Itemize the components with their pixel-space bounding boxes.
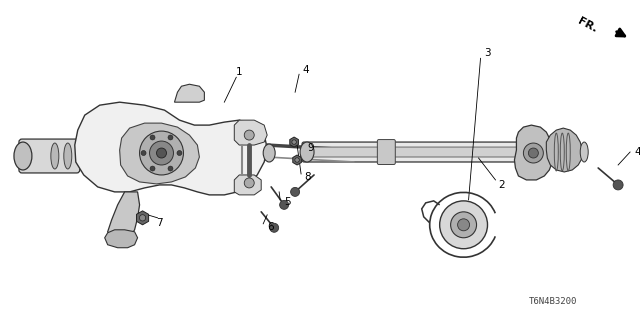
Text: FR.: FR. bbox=[576, 16, 599, 35]
Circle shape bbox=[150, 135, 155, 140]
Circle shape bbox=[280, 200, 289, 209]
Circle shape bbox=[295, 158, 300, 162]
Text: 1: 1 bbox=[236, 67, 243, 77]
Polygon shape bbox=[515, 125, 552, 180]
Circle shape bbox=[157, 148, 166, 158]
Circle shape bbox=[150, 141, 173, 165]
Ellipse shape bbox=[263, 144, 275, 162]
Text: 2: 2 bbox=[499, 180, 505, 190]
Ellipse shape bbox=[64, 143, 72, 169]
Polygon shape bbox=[234, 120, 267, 145]
Polygon shape bbox=[120, 123, 200, 184]
Polygon shape bbox=[136, 211, 148, 225]
Text: 7: 7 bbox=[157, 218, 163, 228]
Circle shape bbox=[613, 180, 623, 190]
Circle shape bbox=[244, 178, 254, 188]
FancyBboxPatch shape bbox=[302, 142, 520, 162]
FancyBboxPatch shape bbox=[308, 147, 520, 157]
Polygon shape bbox=[292, 155, 301, 165]
Text: 3: 3 bbox=[484, 48, 491, 58]
FancyBboxPatch shape bbox=[378, 140, 396, 164]
Ellipse shape bbox=[300, 142, 314, 162]
Circle shape bbox=[458, 219, 470, 231]
Circle shape bbox=[440, 201, 488, 249]
Circle shape bbox=[141, 150, 146, 156]
FancyBboxPatch shape bbox=[19, 139, 80, 173]
Text: 6: 6 bbox=[267, 222, 274, 232]
Polygon shape bbox=[547, 128, 582, 172]
Circle shape bbox=[168, 135, 173, 140]
Ellipse shape bbox=[580, 142, 588, 162]
Circle shape bbox=[291, 188, 300, 196]
Circle shape bbox=[150, 166, 155, 171]
Ellipse shape bbox=[51, 143, 59, 169]
Circle shape bbox=[140, 131, 184, 175]
Ellipse shape bbox=[14, 142, 32, 170]
Circle shape bbox=[292, 140, 296, 144]
Polygon shape bbox=[234, 175, 261, 195]
Text: T6N4B3200: T6N4B3200 bbox=[529, 297, 577, 306]
Circle shape bbox=[140, 215, 146, 221]
Circle shape bbox=[451, 212, 477, 238]
Polygon shape bbox=[108, 192, 140, 240]
Polygon shape bbox=[75, 102, 267, 195]
Circle shape bbox=[524, 143, 543, 163]
Circle shape bbox=[529, 148, 538, 158]
Text: 4: 4 bbox=[634, 147, 640, 157]
Circle shape bbox=[269, 223, 278, 232]
Text: 4: 4 bbox=[302, 65, 308, 75]
Text: 5: 5 bbox=[284, 197, 291, 207]
Polygon shape bbox=[175, 84, 204, 102]
Text: 9: 9 bbox=[307, 143, 314, 153]
Circle shape bbox=[168, 166, 173, 171]
Polygon shape bbox=[105, 230, 138, 248]
Circle shape bbox=[177, 150, 182, 156]
Text: 8: 8 bbox=[304, 172, 310, 182]
Polygon shape bbox=[290, 137, 298, 147]
Circle shape bbox=[244, 130, 254, 140]
